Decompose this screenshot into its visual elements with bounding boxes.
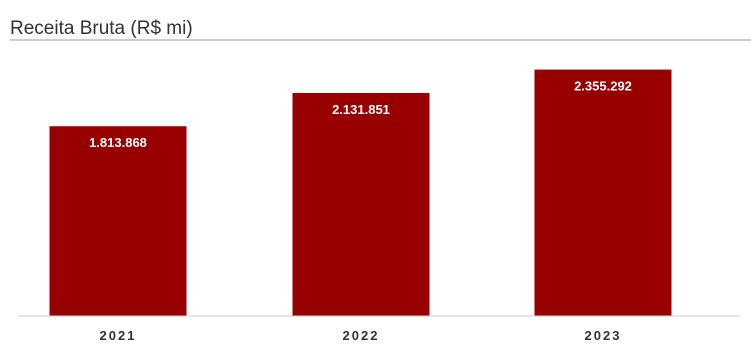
bar-value-label-2021: 1.813.868	[89, 135, 147, 150]
chart-title: Receita Bruta (R$ mi)	[10, 18, 193, 39]
x-tick-label-2021: 2021	[100, 328, 137, 343]
bar-2023	[534, 69, 672, 316]
bar-2022	[292, 92, 430, 316]
bar-2021	[49, 126, 187, 316]
labels-group: 1.813.868 2.131.851 2.355.292	[89, 79, 632, 151]
x-tick-label-2023: 2023	[585, 328, 622, 343]
bar-value-label-2022: 2.131.851	[332, 102, 390, 117]
x-tick-label-2022: 2022	[343, 328, 380, 343]
x-tick-labels: 2021 2022 2023	[100, 328, 622, 343]
bar-value-label-2023: 2.355.292	[574, 79, 632, 94]
bars-group	[49, 69, 672, 316]
